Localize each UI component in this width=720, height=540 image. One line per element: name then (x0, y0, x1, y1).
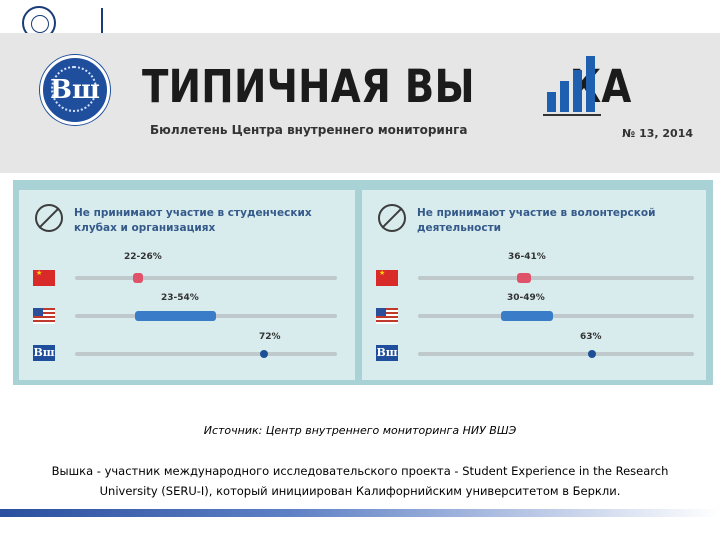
clubs-heading: Не принимают участие в студенческих клуб… (74, 207, 312, 234)
bulletin-issue: № 13, 2014 (622, 127, 693, 140)
clubs-panel: Не принимают участие в студенческих клуб… (19, 190, 355, 380)
bar-chart-icon-bar (573, 70, 582, 112)
bar-chart-icon-bar (586, 56, 595, 112)
clubs-china-range (132, 273, 144, 283)
volunteer-china-label: 36-41% (508, 252, 546, 262)
volunteer-hse-dot (587, 350, 596, 358)
no-clubs-icon (35, 204, 63, 232)
volunteer-usa-label: 30-49% (507, 293, 545, 303)
volunteer-hse-track (418, 350, 694, 358)
volunteer-panel: Не принимают участие в волонтерской деят… (362, 190, 706, 380)
clubs-china-track (75, 273, 337, 283)
bar-chart-icon-bar (560, 81, 569, 112)
bar-chart-icon-baseline (543, 114, 601, 116)
volunteer-usa-range (500, 311, 554, 321)
usa-flag-icon (33, 308, 55, 324)
no-volunteer-icon (378, 204, 406, 232)
volunteer-usa-track (418, 311, 694, 321)
china-flag-icon (33, 269, 55, 286)
volunteer-china-range (517, 273, 532, 283)
bulletin-title-part1: ТИПИЧНАЯ ВЫ (142, 60, 475, 113)
hse-caption (18, 131, 128, 137)
clubs-hse-dot (259, 350, 268, 358)
corner-divider (101, 8, 103, 38)
volunteer-china-track (418, 273, 694, 283)
source-caption: Источник: Центр внутреннего мониторинга … (203, 424, 517, 437)
bulletin-masthead: Вш (0, 33, 720, 173)
clubs-usa-range (135, 311, 217, 321)
bar-chart-icon (543, 56, 601, 120)
volunteer-heading: Не принимают участие в волонтерской деят… (417, 207, 656, 234)
bulletin-subtitle: Бюллетень Центра внутреннего мониторинга (150, 123, 468, 137)
clubs-china-label: 22-26% (124, 252, 162, 262)
bottom-accent-bar (0, 509, 720, 517)
description-text: Вышка - участник международного исследов… (51, 464, 669, 498)
clubs-hse-track (75, 350, 337, 358)
clubs-usa-label: 23-54% (161, 293, 199, 303)
clubs-hse-label: 72% (259, 332, 281, 342)
infographic: Не принимают участие в студенческих клуб… (13, 180, 713, 385)
hse-emblem: Вш (40, 55, 110, 125)
china-flag-icon (376, 269, 398, 286)
usa-flag-icon (376, 308, 398, 324)
hse-flag-icon: Вш (376, 345, 398, 361)
bar-chart-icon-bar (547, 92, 556, 112)
hse-flag-icon: Вш (33, 345, 55, 361)
volunteer-hse-label: 63% (580, 332, 602, 342)
hse-emblem-letter: Вш (50, 75, 100, 105)
clubs-usa-track (75, 311, 337, 321)
